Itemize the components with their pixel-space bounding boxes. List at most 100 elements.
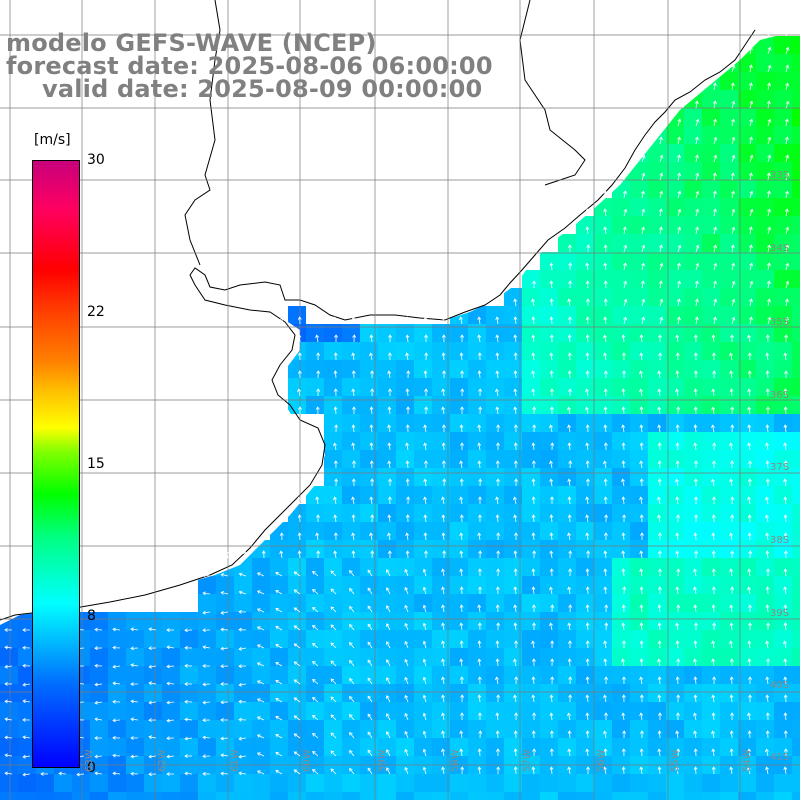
wind-arrow bbox=[330, 768, 337, 775]
wind-arrow bbox=[783, 766, 788, 775]
wind-arrow bbox=[765, 694, 770, 703]
field-cell bbox=[738, 342, 756, 360]
field-cell bbox=[306, 558, 324, 576]
wind-arrow bbox=[367, 731, 373, 739]
field-cell bbox=[468, 360, 486, 378]
field-cell bbox=[576, 378, 594, 396]
field-cell bbox=[378, 450, 396, 468]
field-cell bbox=[648, 360, 666, 378]
wind-arrow bbox=[312, 624, 319, 631]
wind-arrow bbox=[639, 424, 644, 433]
wind-arrow bbox=[256, 752, 265, 757]
colorbar-unit-label: [m/s] bbox=[34, 132, 71, 148]
wind-arrow bbox=[459, 550, 464, 559]
field-cell bbox=[252, 774, 270, 792]
wind-arrow bbox=[477, 514, 482, 523]
wind-arrow bbox=[349, 605, 355, 613]
wind-arrow bbox=[423, 442, 428, 451]
field-cell bbox=[342, 342, 360, 360]
field-cell bbox=[738, 234, 756, 252]
field-cell bbox=[468, 648, 486, 666]
field-cell bbox=[684, 486, 702, 504]
field-cell bbox=[90, 720, 108, 738]
field-cell bbox=[594, 504, 612, 522]
field-cell bbox=[666, 252, 684, 270]
wind-arrow bbox=[297, 352, 302, 361]
wind-arrow bbox=[315, 532, 320, 541]
field-cell bbox=[450, 504, 468, 522]
wind-arrow bbox=[659, 244, 663, 253]
wind-arrow bbox=[765, 334, 770, 343]
field-cell bbox=[576, 540, 594, 558]
field-cell bbox=[252, 666, 270, 684]
field-cell bbox=[486, 486, 504, 504]
wind-arrow bbox=[202, 610, 211, 615]
wind-arrow bbox=[532, 550, 537, 559]
field-cell bbox=[378, 558, 396, 576]
wind-arrow bbox=[349, 695, 355, 703]
field-cell bbox=[702, 324, 720, 342]
wind-arrow bbox=[657, 748, 662, 757]
field-cell bbox=[360, 774, 378, 792]
field-cell bbox=[306, 630, 324, 648]
field-cell bbox=[738, 180, 756, 198]
wind-arrow bbox=[603, 748, 608, 757]
wind-arrow bbox=[785, 46, 790, 55]
field-cell bbox=[666, 126, 684, 144]
field-cell bbox=[702, 594, 720, 612]
field-cell bbox=[0, 792, 18, 800]
wind-arrow bbox=[729, 676, 734, 685]
wind-arrow bbox=[513, 694, 517, 703]
wind-arrow bbox=[785, 64, 790, 73]
field-cell bbox=[594, 558, 612, 576]
field-cell bbox=[666, 666, 684, 684]
wind-arrow bbox=[549, 280, 554, 289]
wind-arrow bbox=[783, 514, 788, 523]
wind-arrow bbox=[585, 658, 590, 667]
wind-arrow bbox=[677, 280, 681, 289]
wind-arrow bbox=[405, 424, 410, 433]
wind-arrow bbox=[459, 640, 464, 649]
field-cell bbox=[612, 288, 630, 306]
wind-arrow bbox=[404, 712, 409, 721]
wind-arrow bbox=[766, 280, 771, 289]
field-cell bbox=[450, 558, 468, 576]
wind-arrow bbox=[256, 572, 265, 577]
field-cell bbox=[792, 540, 800, 558]
field-cell bbox=[18, 774, 36, 792]
field-cell bbox=[594, 594, 612, 612]
wind-arrow bbox=[422, 640, 427, 649]
wind-arrow bbox=[405, 478, 410, 487]
wind-arrow bbox=[603, 766, 607, 775]
latitude-label: 40S bbox=[770, 680, 790, 691]
field-cell bbox=[540, 396, 558, 414]
wind-arrow bbox=[316, 514, 320, 523]
wind-arrow bbox=[712, 82, 717, 91]
field-cell bbox=[126, 738, 144, 756]
field-cell bbox=[414, 594, 432, 612]
field-cell bbox=[702, 288, 720, 306]
wind-arrow bbox=[459, 730, 464, 739]
wind-arrow bbox=[567, 370, 572, 379]
wind-arrow bbox=[94, 736, 103, 740]
wind-arrow bbox=[621, 460, 626, 469]
field-cell bbox=[720, 342, 738, 360]
field-cell bbox=[180, 792, 198, 800]
field-cell bbox=[684, 738, 702, 756]
field-cell bbox=[540, 612, 558, 630]
field-cell bbox=[18, 684, 36, 702]
field-cell bbox=[792, 486, 800, 504]
field-cell bbox=[216, 738, 234, 756]
field-cell bbox=[144, 630, 162, 648]
wind-arrow bbox=[550, 442, 555, 451]
wind-arrow bbox=[711, 712, 716, 721]
wind-arrow bbox=[459, 352, 464, 361]
field-cell bbox=[378, 522, 396, 540]
field-cell bbox=[522, 558, 540, 576]
wind-arrow bbox=[767, 208, 771, 217]
wind-arrow bbox=[621, 658, 625, 667]
wind-arrow bbox=[202, 771, 211, 776]
field-cell bbox=[792, 54, 800, 72]
wind-arrow bbox=[603, 568, 608, 577]
wind-arrow bbox=[585, 676, 590, 685]
